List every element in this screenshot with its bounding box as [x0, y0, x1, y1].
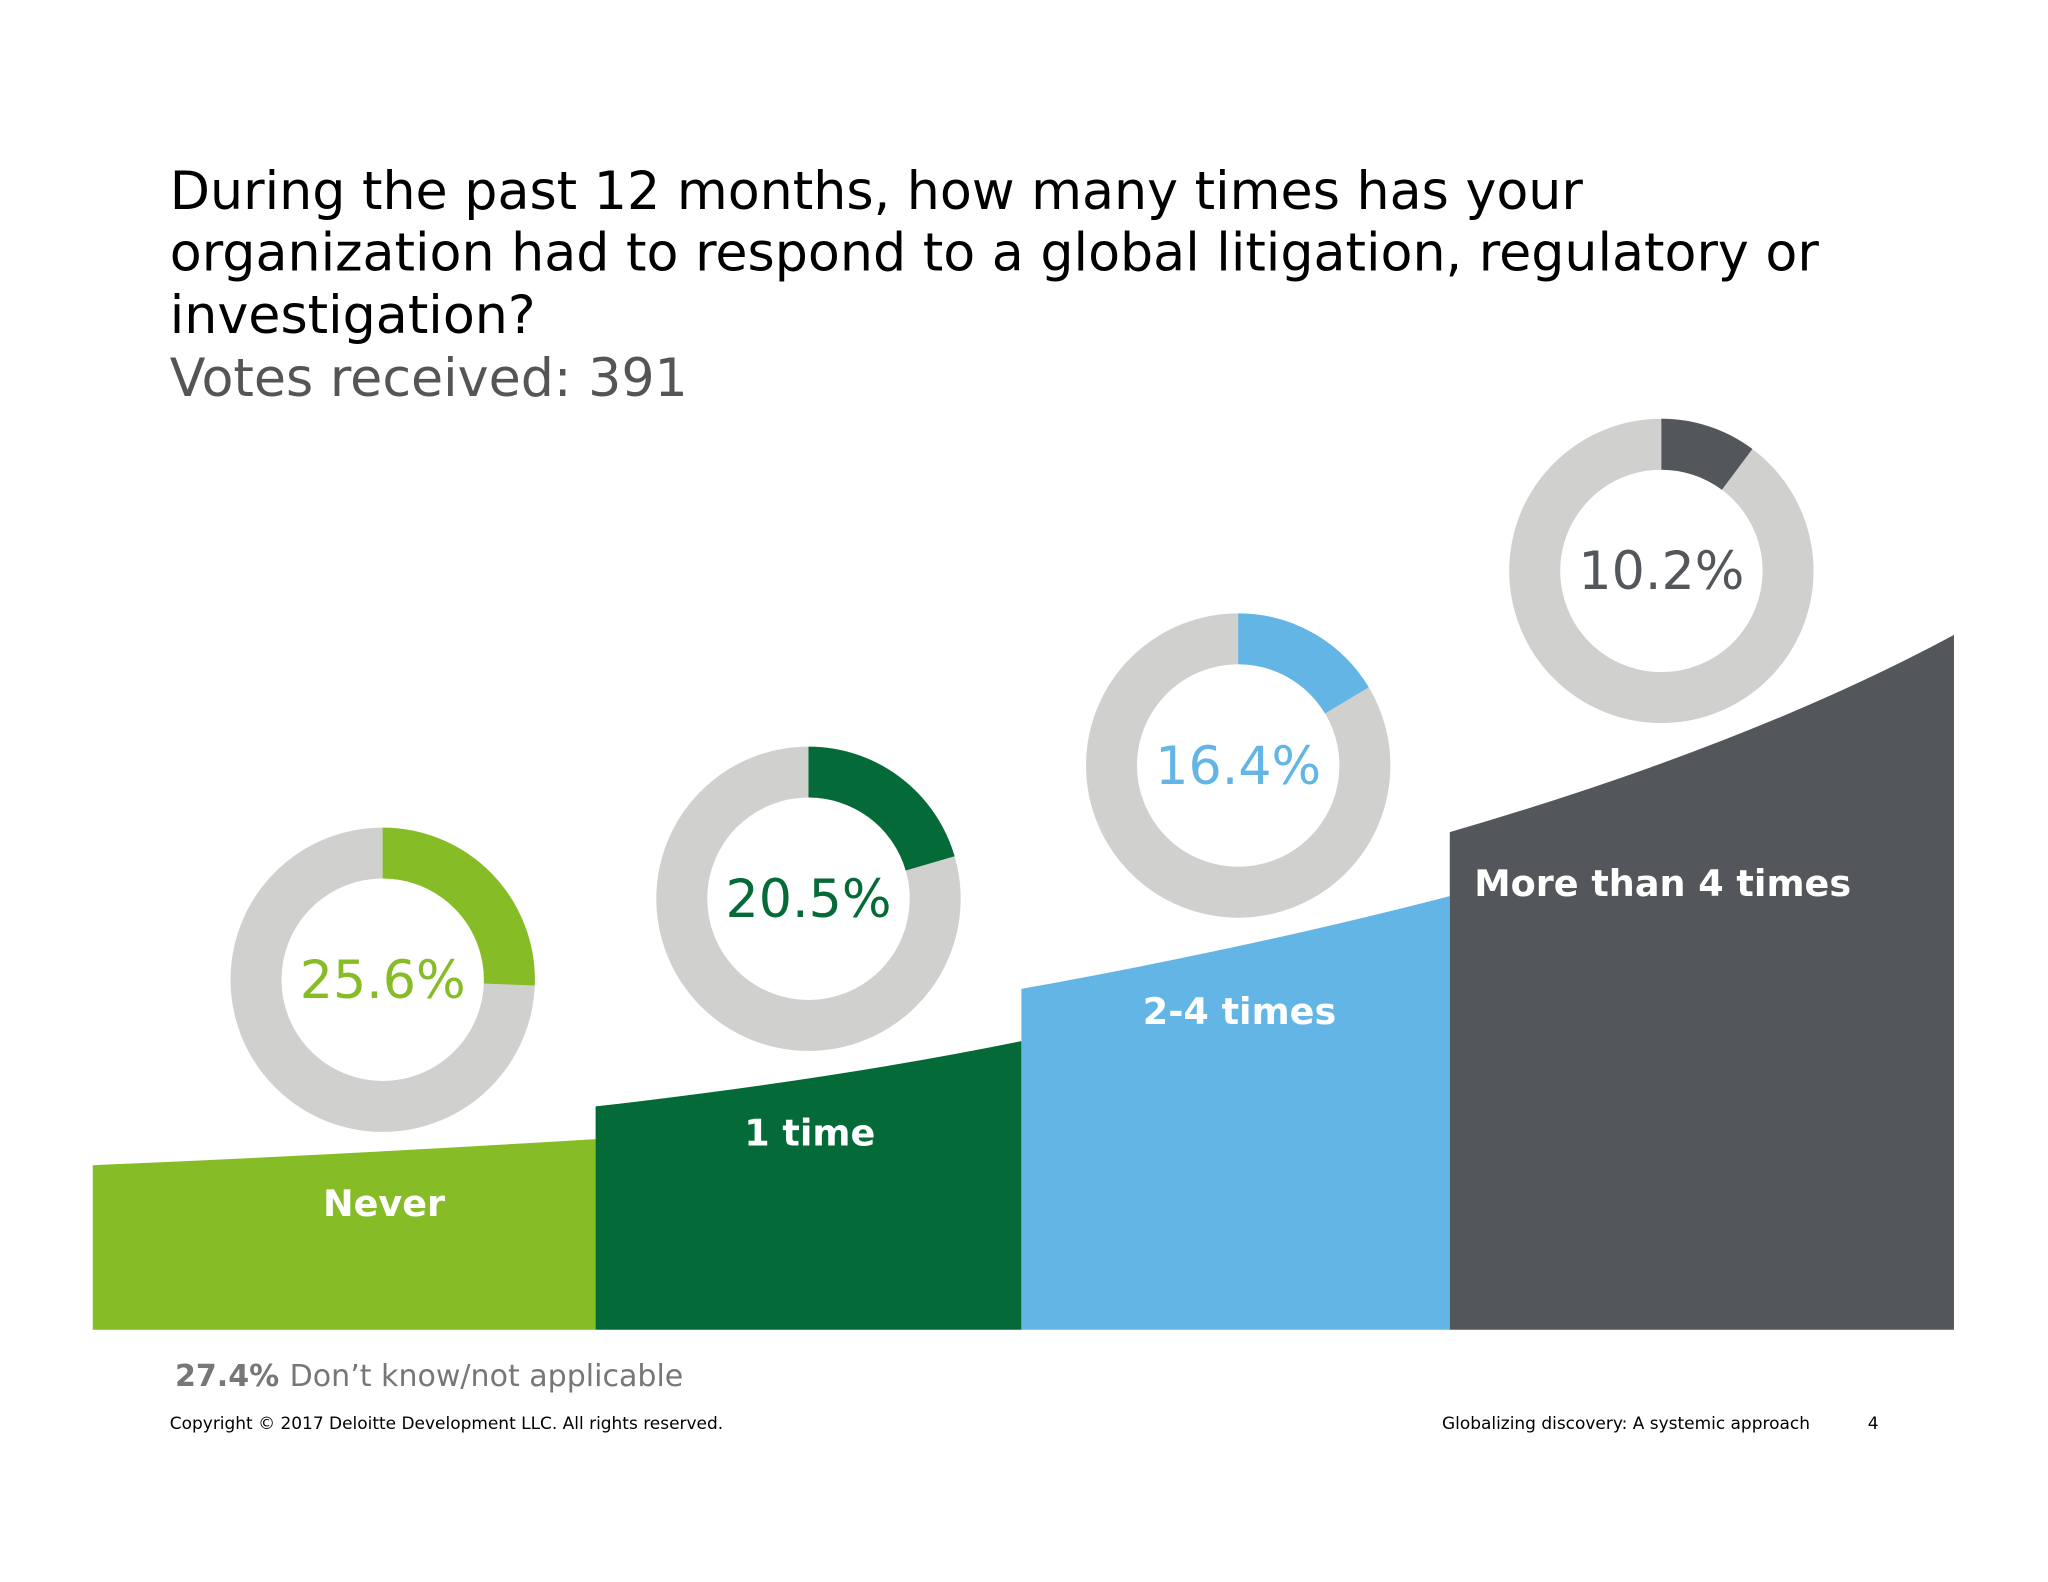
donut-slice [1660, 418, 1753, 491]
band-more-than-4 [1449, 634, 1954, 1330]
category-label: 1 time [744, 1112, 875, 1155]
donut-2: 20.5% [656, 746, 961, 1051]
donut-3: 16.4% [1086, 613, 1391, 918]
donut-slice [381, 827, 535, 986]
category-label: More than 4 times [1474, 862, 1851, 905]
title-line-2: organization had to respond to a global … [170, 224, 1820, 284]
donut-slice [807, 746, 955, 872]
donut-value-label: 20.5% [726, 870, 892, 930]
doc-title: Globalizing discovery: A systemic approa… [1442, 1414, 1810, 1434]
copyright: Copyright © 2017 Deloitte Development LL… [170, 1414, 723, 1434]
category-bands [92, 634, 1954, 1330]
slide-title: During the past 12 months, how many time… [170, 162, 1820, 346]
band-never [92, 1139, 596, 1330]
title-line-1: During the past 12 months, how many time… [170, 162, 1584, 222]
title-line-3: investigation? [170, 286, 536, 346]
donut-charts: 25.6% 20.5% 16.4% 10.2% [230, 418, 1814, 1132]
band-1-time [595, 1041, 1022, 1330]
other-label: Don’t know/not applicable [290, 1359, 684, 1394]
band-2-4-times [1021, 896, 1450, 1330]
other-value: 27.4% [175, 1359, 279, 1394]
other-response: 27.4% Don’t know/not applicable [175, 1359, 683, 1394]
donut-value-label: 10.2% [1578, 542, 1744, 602]
category-labels: Never 1 time 2-4 times More than 4 times [323, 862, 1851, 1225]
donut-value-label: 16.4% [1155, 737, 1321, 797]
category-label: 2-4 times [1143, 990, 1336, 1033]
donut-1: 25.6% [230, 827, 535, 1132]
donut-slice [1237, 613, 1369, 715]
category-label: Never [323, 1182, 445, 1225]
donut-4: 10.2% [1509, 418, 1814, 724]
donut-value-label: 25.6% [300, 951, 466, 1011]
votes-received: Votes received: 391 [170, 349, 688, 409]
page-number: 4 [1868, 1414, 1879, 1434]
